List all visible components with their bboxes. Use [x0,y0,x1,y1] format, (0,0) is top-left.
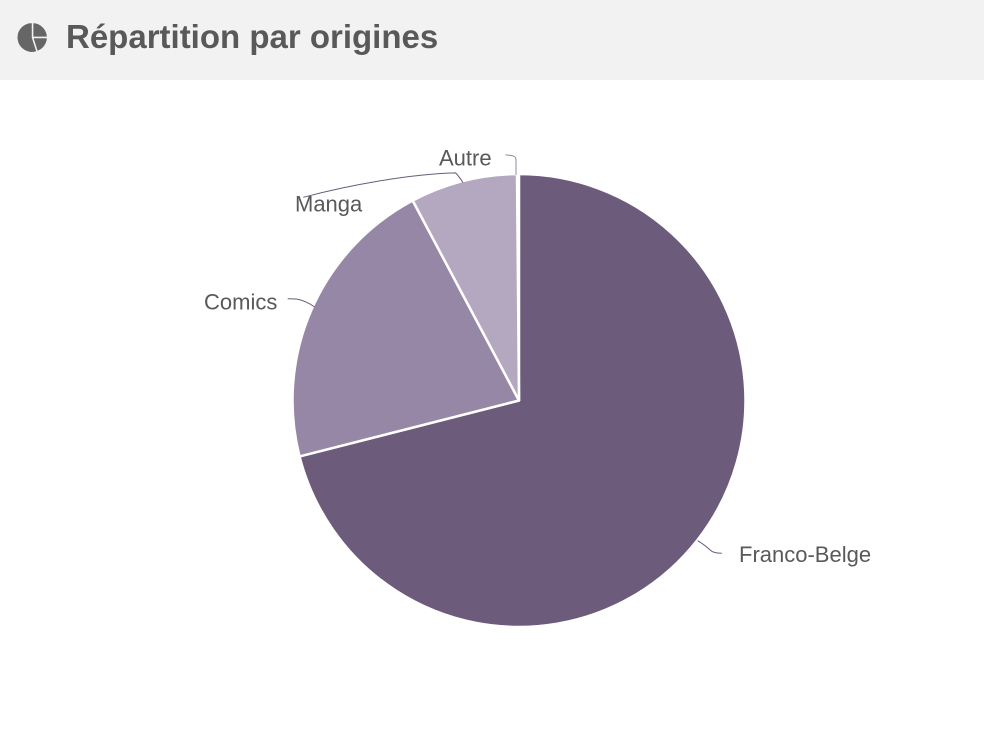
svg-text:Franco-Belge: Franco-Belge [739,542,871,567]
svg-text:Autre: Autre [439,146,492,171]
svg-text:Comics: Comics [204,290,277,315]
svg-text:Manga: Manga [295,191,363,216]
